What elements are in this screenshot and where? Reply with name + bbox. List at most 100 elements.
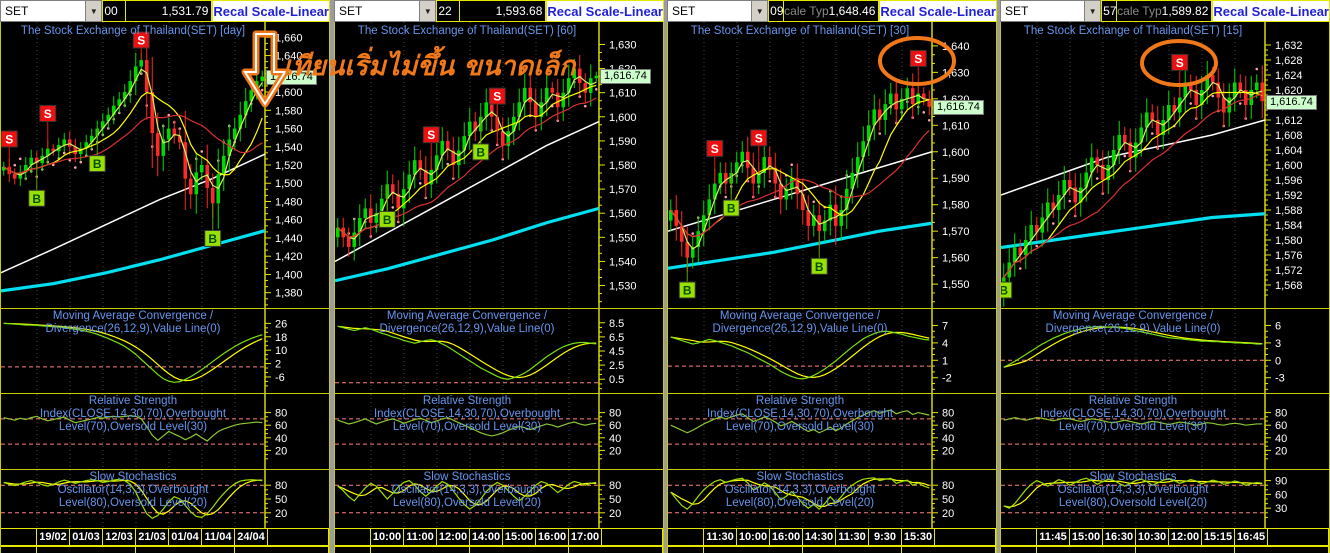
dropdown-arrow-icon[interactable]: ▼ — [419, 1, 436, 21]
recal-scale-link[interactable]: Recal Scale-Linear — [1212, 0, 1330, 22]
time-axis-cell[interactable]: 14:00 — [470, 529, 503, 546]
svg-text:1,588: 1,588 — [1275, 205, 1303, 217]
sell-marker: S — [0, 130, 18, 175]
symbol-select[interactable]: SET ▼ — [1000, 0, 1102, 22]
charts-container: 1,632 1,628 1,624 1,620 1,616 1,612 1,608 1,604… — [995, 22, 1330, 553]
dropdown-arrow-icon[interactable]: ▼ — [751, 1, 768, 21]
time-axis-cell[interactable]: 16:45 — [1235, 529, 1268, 546]
svg-text:60: 60 — [1275, 489, 1287, 501]
price-y-axis: 1,632 1,628 1,624 1,620 1,616 1,612 1,608 1,604… — [1265, 40, 1303, 296]
time-axis-cell[interactable]: 19/02 — [37, 529, 70, 546]
svg-text:50: 50 — [275, 494, 287, 506]
sell-marker: S — [750, 129, 768, 173]
recal-scale-link[interactable]: Recal Scale-Linear — [212, 0, 330, 22]
time-axis-cell[interactable]: 10:30 — [1136, 529, 1169, 546]
stoch-y-axis: 80 50 20 — [265, 480, 287, 523]
time-axis-cell[interactable]: 15:00 — [503, 529, 536, 546]
stoch-chart: 80 50 20 — [1, 470, 287, 528]
svg-text:1,620: 1,620 — [1275, 85, 1303, 97]
svg-text:20: 20 — [942, 508, 954, 520]
time-axis-cell[interactable]: 16:30 — [1103, 529, 1136, 546]
buy-marker: B — [378, 184, 396, 228]
time-axis-cell[interactable]: 10:00 — [371, 529, 404, 546]
macd-signal-line — [3, 322, 263, 382]
macd-y-axis: 7 4 1 -2 — [932, 320, 952, 390]
dropdown-arrow-icon[interactable]: ▼ — [85, 1, 102, 21]
time-axis-cell[interactable]: 9:30 — [869, 529, 902, 546]
svg-text:1,624: 1,624 — [1275, 70, 1303, 82]
time-axis-cell[interactable]: 01/04 — [169, 529, 202, 546]
svg-text:B: B — [476, 145, 485, 159]
macd-chart: 7 4 1 -2 — [668, 309, 952, 393]
time-axis-cell[interactable]: 15:15 — [1202, 529, 1235, 546]
time-axis-cell[interactable]: 11:30 — [704, 529, 737, 546]
time-axis-cell[interactable]: 11:45 — [1037, 529, 1070, 546]
svg-text:1,572: 1,572 — [1275, 265, 1303, 277]
panel-header: SET ▼ 00 1,531.79 Recal Scale-Linear — [0, 0, 330, 22]
macd-y-axis: 6 3 0 -3 — [1265, 320, 1285, 390]
svg-text:80: 80 — [942, 408, 954, 420]
svg-text:1,560: 1,560 — [942, 253, 970, 265]
svg-text:1,400: 1,400 — [275, 269, 303, 281]
rsi-line — [337, 417, 597, 437]
partial-bottom-cell — [569, 546, 663, 553]
price-y-axis: 1,630 1,620 1,610 1,600 1,590 1,580 1,570 1,560… — [599, 39, 637, 303]
buy-marker: B — [472, 116, 490, 161]
symbol-select[interactable]: SET ▼ — [334, 0, 437, 22]
time-axis-cell[interactable]: 16:00 — [770, 529, 803, 546]
svg-text:40: 40 — [275, 433, 287, 445]
price-chart: 1,630 1,620 1,610 1,600 1,590 1,580 1,570 1,560… — [334, 22, 637, 308]
partial-bottom-row — [335, 546, 663, 553]
svg-text:1,550: 1,550 — [942, 279, 970, 291]
symbol-select[interactable]: SET ▼ — [667, 0, 769, 22]
svg-text:60: 60 — [275, 420, 287, 432]
svg-text:1,560: 1,560 — [609, 208, 637, 220]
symbol-select[interactable]: SET ▼ — [0, 0, 103, 22]
time-axis-cell[interactable]: 17:00 — [569, 529, 602, 546]
svg-text:6.5: 6.5 — [609, 332, 624, 344]
time-axis: 11:30 10:00 16:00 14:30 11:30 9:30 15:30 — [668, 528, 996, 546]
time-axis-cell[interactable]: 15:00 — [1070, 529, 1103, 546]
svg-text:S: S — [137, 34, 145, 48]
svg-text:1,568: 1,568 — [1275, 280, 1303, 292]
time-axis-cell[interactable]: 12:00 — [1169, 529, 1202, 546]
time-axis-cell[interactable]: 11:30 — [836, 529, 869, 546]
time-axis-cell[interactable]: 15:30 — [902, 529, 935, 546]
panel-header: SET ▼ 22 1,593.68 Recal Scale-Linear — [334, 0, 664, 22]
buy-marker: B — [204, 203, 222, 247]
macd-y-axis: 8.5 6.5 4.5 2.5 0.5 — [599, 318, 624, 390]
svg-text:1,584: 1,584 — [1275, 220, 1303, 232]
svg-text:S: S — [1176, 56, 1184, 70]
stoch-pane: 90 60 30 Slow Stochastics Oscillator(14,3,3… — [1001, 469, 1329, 528]
recal-scale-link[interactable]: Recal Scale-Linear — [546, 0, 664, 22]
svg-text:2: 2 — [275, 359, 281, 371]
svg-text:0: 0 — [1275, 355, 1281, 367]
time-axis-cell[interactable]: 14:30 — [803, 529, 836, 546]
stoch-pane: 80 50 20 Slow Stochastics Oscillator(14,3,3… — [1, 469, 329, 528]
quote-price: 1,531.79 — [161, 4, 209, 18]
svg-text:7: 7 — [942, 320, 948, 332]
time-axis-cell[interactable]: 01/03 — [70, 529, 103, 546]
time-axis-cell[interactable]: 16:00 — [536, 529, 569, 546]
svg-text:3: 3 — [1275, 338, 1281, 350]
dropdown-arrow-icon[interactable]: ▼ — [1084, 1, 1101, 21]
recal-scale-link[interactable]: Recal Scale-Linear — [879, 0, 997, 22]
time-axis-cell[interactable]: 21/03 — [136, 529, 169, 546]
candlestick-series — [1001, 60, 1265, 307]
price-chart: 1,640 1,630 1,620 1,610 1,600 1,590 1,580 1,570… — [667, 22, 970, 308]
time-axis-cell[interactable]: 12:00 — [437, 529, 470, 546]
svg-text:1,550: 1,550 — [609, 232, 637, 244]
time-axis-cell[interactable]: 10:00 — [737, 529, 770, 546]
buy-marker: B — [810, 231, 828, 275]
quote-partial-value: 22 — [437, 1, 461, 21]
macd-signal-line — [337, 325, 597, 379]
svg-text:2.5: 2.5 — [609, 360, 624, 372]
time-axis-cell[interactable]: 12/03 — [103, 529, 136, 546]
partial-bottom-cell — [136, 546, 235, 553]
time-axis-cell[interactable]: 11:00 — [404, 529, 437, 546]
candlestick-series — [335, 54, 599, 261]
time-axis-cell[interactable]: 11/04 — [202, 529, 235, 546]
cyan-ma-line — [1000, 212, 1266, 250]
time-axis-cell[interactable]: 24/04 — [235, 529, 268, 546]
